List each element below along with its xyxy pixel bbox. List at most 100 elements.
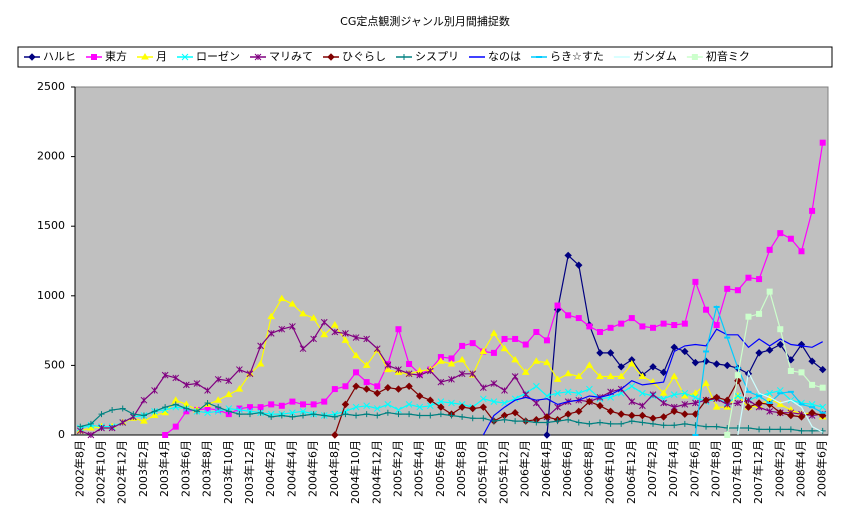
data-point [300, 401, 307, 408]
data-point [172, 374, 180, 382]
y-tick-label: 1000 [37, 289, 65, 302]
data-point [649, 363, 657, 371]
data-point [670, 407, 678, 416]
y-tick-label: 0 [58, 428, 65, 441]
data-point [172, 401, 179, 408]
data-point [554, 389, 561, 397]
data-point [819, 384, 826, 391]
data-point [575, 261, 583, 269]
data-point [236, 411, 243, 418]
x-tick-label: 2007年12月 [751, 440, 765, 504]
data-point [564, 388, 572, 396]
data-point [639, 389, 646, 397]
legend-label: シスプリ [415, 50, 459, 63]
data-point [787, 235, 794, 242]
data-point [565, 416, 572, 423]
data-point [236, 405, 243, 412]
data-point [575, 315, 582, 322]
data-point [809, 427, 816, 434]
data-point [353, 412, 360, 419]
data-point [628, 382, 636, 390]
data-point [543, 337, 550, 344]
data-point [257, 409, 264, 416]
data-point [798, 248, 805, 255]
data-point [415, 392, 424, 400]
data-point [331, 431, 339, 439]
data-point [183, 381, 190, 389]
data-point [712, 360, 721, 368]
data-point [713, 322, 720, 329]
data-point [225, 377, 233, 385]
data-point [299, 345, 307, 353]
data-point [331, 386, 338, 393]
data-point [161, 371, 169, 379]
legend-marker [28, 53, 36, 61]
x-tick-label: 2006年10月 [603, 440, 617, 504]
data-point [606, 349, 615, 357]
data-point [512, 335, 519, 342]
y-tick-label: 500 [44, 358, 65, 371]
legend-marker [691, 54, 698, 60]
data-point [374, 412, 381, 419]
data-point [671, 422, 678, 429]
x-tick-label: 2004年10月 [348, 440, 362, 504]
data-point [798, 427, 805, 434]
data-point [309, 314, 318, 321]
data-point [745, 425, 752, 432]
legend-label: マリみて [269, 50, 313, 63]
data-point [744, 403, 753, 411]
data-point [712, 393, 721, 402]
x-tick-label: 2002年10月 [94, 440, 108, 504]
data-point [787, 426, 794, 433]
x-tick-label: 2003年8月 [200, 440, 214, 497]
data-point [267, 312, 276, 320]
x-tick-label: 2008年6月 [815, 440, 829, 497]
data-point [818, 365, 827, 374]
data-point [511, 409, 519, 417]
x-tick-label: 2006年12月 [624, 440, 638, 504]
data-point [384, 409, 391, 416]
legend-marker [254, 53, 262, 61]
data-point [277, 294, 286, 302]
x-tick-label: 2003年12月 [242, 440, 256, 504]
data-point [627, 360, 636, 367]
data-point [321, 398, 328, 405]
data-point [606, 372, 615, 380]
data-point [395, 411, 402, 418]
data-point [703, 423, 710, 430]
data-point [246, 404, 253, 411]
data-point [320, 330, 329, 338]
data-point [278, 412, 285, 419]
y-tick-label: 2500 [37, 80, 65, 93]
data-point [172, 423, 179, 430]
data-point [734, 392, 742, 400]
data-point [756, 426, 763, 433]
data-point [257, 342, 264, 350]
data-point [660, 399, 667, 407]
x-tick-label: 2004年4月 [284, 440, 298, 497]
data-point [310, 401, 317, 408]
data-point [787, 356, 795, 364]
data-point [469, 415, 476, 422]
data-point [426, 367, 434, 375]
x-tick-label: 2005年10月 [475, 440, 489, 504]
data-point [777, 426, 784, 433]
data-point [564, 369, 573, 377]
data-point [533, 328, 540, 335]
data-point [458, 370, 466, 378]
data-point [756, 276, 763, 283]
data-point [119, 405, 126, 412]
data-point [426, 396, 434, 404]
data-point [522, 341, 529, 348]
data-point [554, 302, 561, 309]
data-point [193, 380, 201, 387]
data-point [214, 375, 222, 383]
legend-marker [401, 54, 407, 60]
data-point [162, 404, 169, 411]
data-point [257, 404, 264, 411]
x-tick-label: 2007年6月 [687, 440, 701, 497]
data-point [490, 349, 497, 356]
data-point [501, 399, 508, 407]
data-point [681, 347, 689, 356]
